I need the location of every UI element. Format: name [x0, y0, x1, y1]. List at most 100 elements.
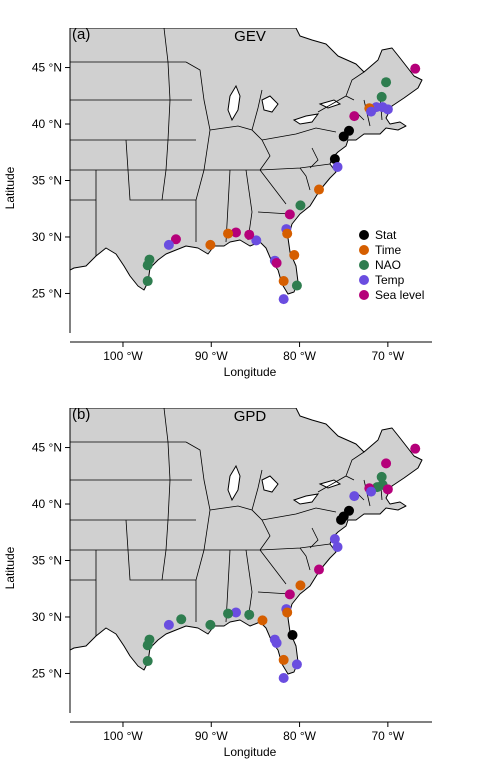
- point-temp: [271, 637, 282, 648]
- point-temp: [332, 541, 343, 552]
- point-stat: [329, 154, 340, 165]
- y-tick-label: 25 °N: [32, 666, 62, 680]
- point-nao: [205, 619, 216, 630]
- point-stat: [336, 514, 347, 525]
- x-axis-label-a: Longitude: [224, 365, 277, 379]
- map-b: [70, 408, 423, 675]
- legend-label: Stat: [375, 228, 397, 242]
- point-sea-level: [271, 257, 282, 268]
- point-temp: [382, 104, 393, 115]
- point-sea-level: [381, 458, 392, 469]
- ticks-b: 100 °W 90 °W 80 °W 70 °W 25 °N 30 °N 35 °N 40 °…: [32, 441, 405, 743]
- point-nao: [142, 260, 153, 271]
- map-a: [70, 28, 423, 295]
- point-temp: [332, 161, 343, 172]
- ticks-a: 100 °W 90 °W 80 °W 70 °W 25 °N 30 °N 35 °N 40 °…: [32, 61, 405, 363]
- point-temp: [251, 235, 262, 246]
- y-tick-label: 45 °N: [32, 61, 62, 75]
- legend-marker: [359, 245, 369, 255]
- panel-label-a: (a): [72, 26, 90, 43]
- point-temp: [163, 619, 174, 630]
- point-nao: [176, 614, 187, 625]
- y-tick-label: 25 °N: [32, 286, 62, 300]
- point-time: [282, 228, 293, 239]
- point-nao: [381, 77, 392, 88]
- point-temp: [366, 106, 377, 117]
- legend-label: Time: [375, 243, 402, 257]
- point-nao: [142, 640, 153, 651]
- point-temp: [278, 294, 289, 305]
- point-nao: [376, 91, 387, 102]
- point-time: [205, 239, 216, 250]
- y-tick-label: 35 °N: [32, 174, 62, 188]
- point-nao: [376, 471, 387, 482]
- point-temp: [230, 607, 241, 618]
- y-tick-label: 40 °N: [32, 117, 62, 131]
- point-nao: [244, 609, 255, 620]
- legend-marker: [359, 290, 369, 300]
- point-temp: [349, 491, 360, 502]
- x-tick-label: 90 °W: [195, 729, 228, 743]
- point-temp: [329, 534, 340, 545]
- point-nao: [142, 656, 153, 667]
- point-sea-level: [284, 589, 295, 600]
- point-temp: [366, 486, 377, 497]
- point-sea-level: [284, 209, 295, 220]
- legend-label: Sea level: [375, 288, 424, 302]
- panel-label-b: (b): [72, 406, 90, 423]
- point-time: [278, 276, 289, 287]
- x-tick-label: 100 °W: [103, 349, 143, 363]
- points-b: [142, 443, 421, 683]
- points-a: [142, 63, 421, 305]
- x-tick-label: 70 °W: [371, 349, 404, 363]
- point-sea-level: [410, 443, 421, 454]
- y-tick-label: 30 °N: [32, 610, 62, 624]
- panel-title-a: GEV: [234, 28, 266, 45]
- point-time: [313, 184, 324, 195]
- point-time: [223, 228, 234, 239]
- x-axis-label-b: Longitude: [224, 745, 277, 759]
- x-tick-label: 80 °W: [283, 349, 316, 363]
- point-time: [257, 615, 268, 626]
- y-axis-label-a: Latitude: [3, 166, 17, 209]
- x-tick-label: 80 °W: [283, 729, 316, 743]
- panel-b: 100 °W 90 °W 80 °W 70 °W 25 °N 30 °N 35 °N 40 °…: [3, 406, 432, 759]
- point-sea-level: [313, 564, 324, 575]
- y-tick-label: 45 °N: [32, 441, 62, 455]
- point-nao: [223, 608, 234, 619]
- legend-marker: [359, 275, 369, 285]
- panel-a: 100 °W 90 °W 80 °W 70 °W 25 °N 30 °N 35 °N 40 °…: [3, 26, 432, 379]
- point-nao: [295, 200, 306, 211]
- x-tick-label: 90 °W: [195, 349, 228, 363]
- point-sea-level: [349, 111, 360, 122]
- y-tick-label: 30 °N: [32, 230, 62, 244]
- y-tick-label: 40 °N: [32, 497, 62, 511]
- legend-marker: [359, 230, 369, 240]
- point-sea-level: [410, 63, 421, 74]
- legend-label: NAO: [375, 258, 401, 272]
- point-time: [278, 654, 289, 665]
- point-nao: [142, 276, 153, 287]
- point-sea-level: [230, 227, 241, 238]
- point-temp: [291, 659, 302, 670]
- legend-label: Temp: [375, 273, 405, 287]
- y-axis-label-b: Latitude: [3, 546, 17, 589]
- panel-title-b: GPD: [234, 408, 267, 425]
- point-time: [289, 250, 300, 261]
- point-sea-level: [382, 484, 393, 495]
- x-tick-label: 100 °W: [103, 729, 143, 743]
- point-nao: [291, 280, 302, 291]
- x-tick-label: 70 °W: [371, 729, 404, 743]
- point-time: [295, 580, 306, 591]
- legend-marker: [359, 260, 369, 270]
- point-sea-level: [170, 234, 181, 245]
- point-time: [282, 607, 293, 618]
- point-stat: [338, 131, 349, 142]
- point-temp: [278, 672, 289, 683]
- point-sea-level: [244, 229, 255, 240]
- point-temp: [163, 239, 174, 250]
- y-tick-label: 35 °N: [32, 554, 62, 568]
